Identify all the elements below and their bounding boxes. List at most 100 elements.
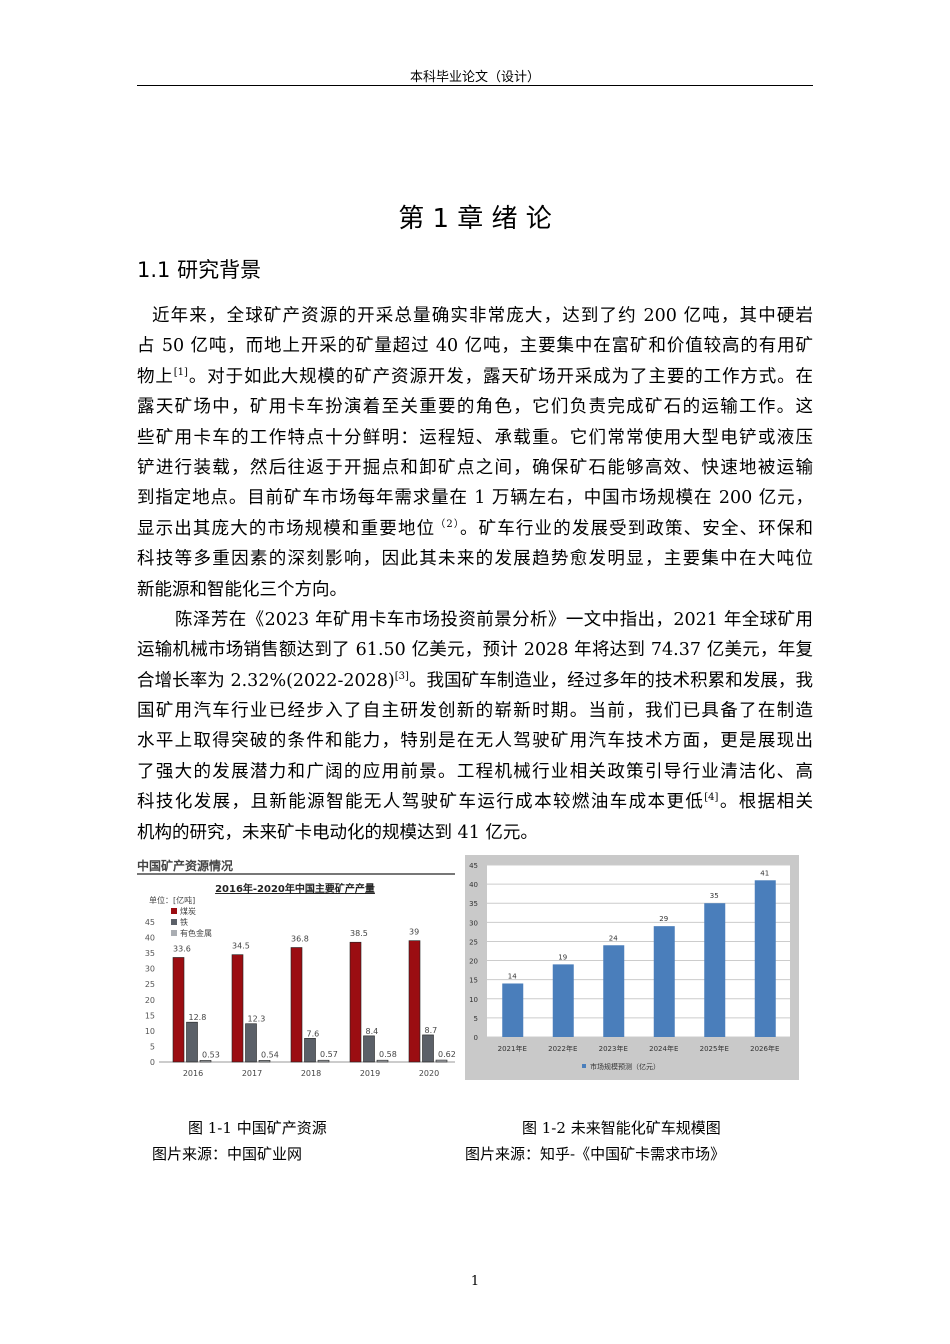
text-segment: 运输机械市场销售额达到了 61.50 亿美元，预计 2028 年将达到 74.3… [137,640,813,661]
x-tick-label: 2021年E [498,1044,527,1053]
figure-source-2: 图片来源：知乎-《中国矿卡需求市场》 [465,1145,726,1163]
chart-mineral-production: 中国矿产资源情况 2016年-2020年中国主要矿产产量单位：[亿吨]煤炭铁有色金… [137,858,456,1078]
page-header: 本科毕业论文（设计） [409,70,540,85]
x-tick-label: 2020 [419,1069,439,1078]
x-tick-label: 2022年E [548,1044,577,1053]
legend-label: 市场规模预测（亿元） [590,1062,660,1071]
legend-label: 煤炭 [180,906,196,916]
section-title: 1.1 研究背景 [137,258,262,282]
data-label: 38.5 [350,929,368,938]
text-line: 铲进行装载，然后往返于开掘点和卸矿点之间，确保矿石能够高效、快速地被运输 [137,453,813,483]
chart-market-forecast: 0 5 10 15 20 25 30 35 40 45 14 2021年E 19 2022年E 24 2023… [465,855,799,1080]
legend-swatch [171,908,177,914]
text-segment: 水平上取得突破的条件和能力，特别是在无人驾驶矿用汽车技术方面，更是展现出 [137,731,813,752]
figure-source-1: 图片来源：中国矿业网 [152,1145,303,1163]
bar-煤炭 [408,940,421,1063]
legend-label: 铁 [180,917,188,927]
x-tick-label: 2019 [360,1069,380,1078]
data-label: 33.6 [173,944,191,953]
data-label: 39 [409,928,419,937]
y-tick-label: 15 [145,1011,155,1020]
data-label: 12.8 [189,1013,207,1022]
y-tick-label: 25 [145,980,155,989]
data-label: 19 [558,953,567,961]
text-segment: 合增长率为 2.32%(2022-2028) [137,670,395,691]
text-segment: 。矿车行业的发展受到政策、安全、环保和 [460,518,813,539]
text-line: 物上[1]。对于如此大规模的矿产资源开发，露天矿场开采成为了主要的工作方式。在 [137,362,813,392]
x-tick-label: 2016 [183,1069,203,1078]
x-tick-label: 2017 [242,1069,262,1078]
bar [754,880,776,1037]
data-label: 0.53 [202,1050,220,1059]
x-tick-label: 2023年E [599,1044,628,1053]
bar-铁 [186,1021,198,1063]
figure-caption-1: 图 1-1 中国矿产资源 [188,1119,327,1137]
y-tick-label: 0 [150,1058,155,1067]
data-label: 0.54 [261,1050,279,1059]
bar-铁 [363,1035,375,1063]
data-label: 8.7 [425,1026,438,1035]
y-tick-label: 0 [474,1034,478,1042]
bar-铁 [304,1038,316,1063]
data-label: 7.6 [307,1029,320,1038]
y-tick-label: 20 [145,996,155,1005]
data-label: 34.5 [232,942,250,951]
text-segment: 显示出其庞大的市场规模和重要地位 [137,518,436,539]
bar [502,983,524,1037]
x-tick-label: 2018 [301,1069,321,1078]
text-line: 科技化发展，且新能源智能无人驾驶矿车运行成本较燃油车成本更低[4]。根据相关 [137,787,813,817]
y-tick-label: 5 [474,1015,478,1023]
text-segment: 物上 [137,366,174,387]
text-line: 新能源和智能化三个方向。 [137,575,813,605]
x-tick-label: 2025年E [700,1044,729,1053]
text-line: 显示出其庞大的市场规模和重要地位（2）。矿车行业的发展受到政策、安全、环保和 [137,514,813,544]
bar-有色金属 [435,1059,448,1063]
x-tick-label: 2024年E [649,1044,678,1053]
text-line: 科技等多重因素的深刻影响，因此其未来的发展趋势愈发明显，主要集中在大吨位 [137,544,813,574]
text-line: 露天矿场中，矿用卡车扮演着至关重要的角色，它们负责完成矿石的运输工作。这 [137,392,813,422]
text-line: 机构的研究，未来矿卡电动化的规模达到 41 亿元。 [137,818,813,848]
data-label: 0.57 [320,1050,338,1059]
chapter-title: 第 1 章 绪 论 [398,204,552,234]
bar-铁 [422,1034,434,1063]
y-tick-label: 20 [469,958,478,966]
text-line: 了强大的发展潜力和广阔的应用前景。工程机械行业相关政策引导行业清洁化、高 [137,757,813,787]
bar-铁 [245,1023,257,1063]
text-line: 运输机械市场销售额达到了 61.50 亿美元，预计 2028 年将达到 74.3… [137,635,813,665]
figure-caption-2: 图 1-2 未来智能化矿车规模图 [522,1119,721,1137]
text-segment: 。对于如此大规模的矿产资源开发，露天矿场开采成为了主要的工作方式。在 [187,366,814,387]
y-tick-label: 25 [469,938,478,946]
text-line: 陈泽芳在《2023 年矿用卡车市场投资前景分析》一文中指出，2021 年全球矿用 [137,605,813,635]
bar-有色金属 [376,1059,389,1063]
legend-label: 有色金属 [180,928,212,938]
y-tick-label: 30 [145,965,155,974]
text-segment: 近年来，全球矿产资源的开采总量确实非常庞大，达到了约 200 亿吨，其中硬岩 [152,306,813,326]
chart-subtitle: 2016年-2020年中国主要矿产产量 [215,882,375,895]
y-tick-label: 40 [469,881,478,889]
y-tick-label: 35 [469,900,478,908]
bar-有色金属 [199,1060,212,1063]
legend-swatch [171,930,177,936]
text-line: 占 50 亿吨，而地上开采的矿量超过 40 亿吨，主要集中在富矿和价值较高的有用… [137,331,813,361]
text-segment: 了强大的发展潜力和广阔的应用前景。工程机械行业相关政策引导行业清洁化、高 [137,761,813,782]
text-segment: 机构的研究，未来矿卡电动化的规模达到 41 亿元。 [137,822,538,843]
x-tick-label: 2026年E [750,1044,779,1053]
data-label: 0.58 [379,1050,397,1059]
data-label: 35 [710,892,719,900]
y-tick-label: 15 [469,977,478,985]
citation-ref: [1] [173,366,188,378]
text-segment: 陈泽芳在《2023 年矿用卡车市场投资前景分析》一文中指出，2021 年全球矿用 [175,609,813,630]
y-tick-label: 10 [145,1027,155,1036]
text-line: 国矿用汽车行业已经步入了自主研发创新的崭新时期。当前，我们已具备了在制造 [137,696,813,726]
text-line: 些矿用卡车的工作特点十分鲜明：运程短、承载重。它们常常使用大型电铲或液压 [137,423,813,453]
bar [552,964,574,1037]
text-segment: 。根据相关 [718,792,813,813]
y-tick-label: 40 [145,934,155,943]
page-number: 1 [470,1274,480,1289]
bar [603,945,625,1037]
bar-煤炭 [231,954,244,1063]
unit-label: 单位：[亿吨] [149,895,195,905]
text-segment: 占 50 亿吨，而地上开采的矿量超过 40 亿吨，主要集中在富矿和价值较高的有用… [137,336,813,357]
text-segment: 新能源和智能化三个方向。 [137,579,347,600]
